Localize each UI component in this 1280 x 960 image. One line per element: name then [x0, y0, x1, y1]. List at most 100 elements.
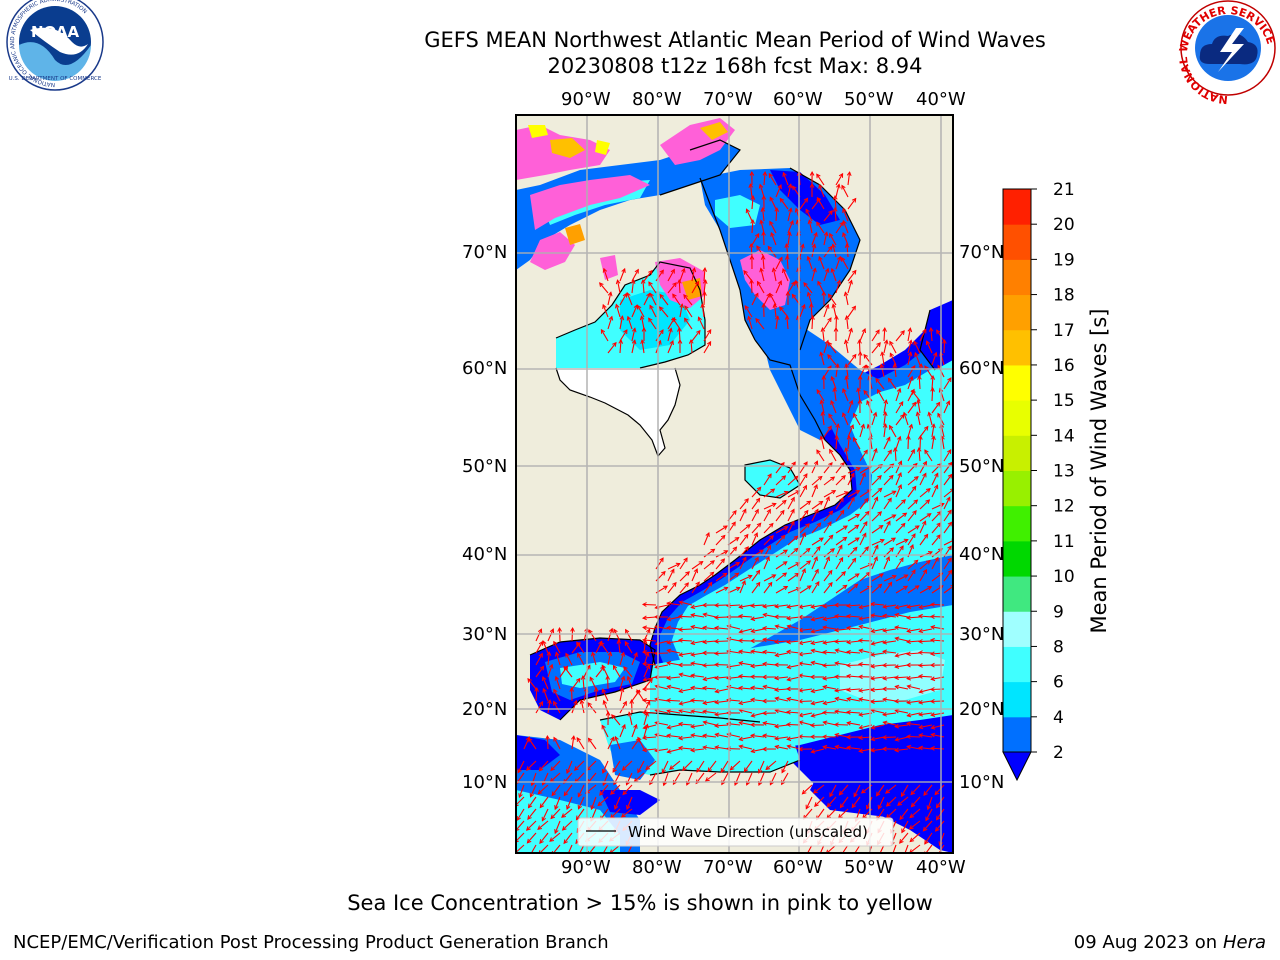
wind-wave-arrowhead: [930, 676, 936, 682]
wind-wave-arrow: [859, 449, 868, 462]
wind-wave-arrowhead: [608, 627, 614, 633]
wind-wave-arrowhead: [640, 339, 645, 345]
wind-wave-arrow: [823, 746, 837, 750]
colorbar-segment: [1003, 646, 1031, 683]
wind-wave-arrowhead: [626, 804, 631, 810]
wind-wave-arrowhead: [613, 628, 618, 634]
wind-wave-arrow: [832, 244, 837, 258]
wind-wave-arrow: [739, 687, 753, 690]
wind-wave-arrowhead: [911, 569, 916, 575]
wind-wave-arrow: [655, 329, 664, 342]
wind-wave-arrowhead: [774, 736, 780, 741]
wind-wave-arrowhead: [870, 601, 875, 607]
wind-wave-arrow: [678, 279, 681, 294]
wind-wave-arrow: [542, 688, 549, 702]
wind-wave-arrow: [775, 604, 789, 608]
wind-wave-arrow: [659, 306, 669, 318]
wind-wave-arrowhead: [773, 662, 779, 668]
wind-wave-arrow: [883, 424, 887, 438]
wind-wave-arrowhead: [762, 603, 767, 609]
wind-wave-arrowhead: [677, 662, 683, 668]
wind-wave-arrowhead: [926, 805, 932, 811]
wind-wave-arrowhead: [602, 267, 608, 273]
wind-wave-arrowhead: [666, 684, 672, 690]
wind-wave-arrow: [859, 521, 868, 534]
baffin-bay-cyan: [715, 195, 760, 228]
wind-wave-arrow: [811, 640, 825, 645]
wind-wave-arrow: [811, 581, 820, 594]
wind-wave-arrow: [821, 412, 825, 426]
wind-wave-arrow: [811, 476, 823, 486]
wind-wave-arrowhead: [928, 326, 934, 332]
wind-wave-arrowhead: [851, 557, 857, 563]
wind-wave-arrowhead: [781, 768, 786, 774]
wind-wave-arrow: [835, 280, 841, 294]
wind-wave-arrowhead: [787, 231, 792, 237]
wind-wave-arrow: [875, 378, 885, 390]
wind-wave-arrowhead: [860, 423, 866, 429]
wind-wave-arrowhead: [600, 641, 605, 647]
wind-wave-arrow: [730, 760, 741, 771]
lat-tick-left-50n: 50°N: [462, 456, 508, 477]
wind-wave-arrowhead: [819, 435, 825, 441]
wind-wave-arrowhead: [786, 639, 791, 645]
wind-wave-arrow: [835, 697, 849, 702]
wind-wave-arrowhead: [831, 303, 837, 309]
wind-wave-arrow: [918, 615, 933, 618]
wind-wave-arrow: [696, 760, 705, 773]
wind-wave-arrowhead: [791, 280, 796, 286]
wind-wave-arrow: [823, 462, 833, 474]
wind-wave-arrow: [943, 377, 952, 390]
wind-wave-arrowhead: [803, 281, 808, 287]
wind-wave-arrowhead: [899, 838, 904, 844]
wind-wave-arrowhead: [698, 561, 704, 566]
wind-wave-arrow: [895, 499, 906, 510]
wind-wave-arrow: [631, 269, 639, 282]
wind-wave-arrow: [667, 282, 677, 294]
wind-wave-arrowhead: [548, 663, 554, 669]
wind-wave-arrowhead: [907, 351, 913, 357]
wind-wave-arrowhead: [906, 744, 912, 750]
chart-subtitle: 20230808 t12z 168h fcst Max: 8.94: [547, 54, 923, 78]
wind-wave-arrowhead: [938, 387, 944, 393]
wind-wave-arrowhead: [690, 640, 696, 646]
wind-wave-arrow: [551, 784, 561, 796]
wind-wave-arrow: [818, 184, 825, 198]
wind-wave-arrowhead: [853, 792, 858, 798]
wind-wave-arrowhead: [742, 556, 747, 562]
wind-wave-arrow: [667, 616, 681, 621]
wind-wave-arrowhead: [930, 712, 936, 717]
wind-wave-arrowhead: [642, 639, 648, 644]
wind-wave-arrowhead: [857, 338, 862, 344]
wind-wave-arrow: [763, 171, 766, 186]
wind-wave-arrowhead: [525, 766, 531, 771]
wind-wave-arrowhead: [876, 388, 882, 394]
wind-wave-arrowhead: [626, 291, 631, 297]
wind-wave-arrowhead: [821, 710, 827, 715]
wind-wave-arrow: [779, 198, 789, 210]
wind-wave-arrowhead: [565, 652, 570, 658]
wind-wave-arrowhead: [863, 389, 868, 395]
wind-wave-arrow: [834, 615, 849, 618]
wind-wave-arrow: [846, 243, 849, 258]
wind-wave-arrow: [763, 473, 772, 486]
wind-wave-arrowhead: [894, 684, 900, 690]
wind-wave-arrow: [810, 724, 825, 727]
wind-wave-arrow: [811, 688, 825, 693]
wind-wave-arrowhead: [853, 412, 858, 418]
wind-wave-arrow: [811, 556, 818, 570]
wind-wave-arrow: [907, 486, 917, 498]
wind-wave-arrow: [895, 626, 909, 630]
wind-wave-arrowhead: [827, 245, 833, 251]
wind-wave-arrowhead: [805, 523, 810, 528]
wind-wave-arrowhead: [697, 316, 703, 322]
wind-wave-arrowhead: [918, 689, 924, 694]
wind-wave-arrow: [542, 640, 549, 654]
wind-wave-arrow: [577, 653, 585, 666]
wind-wave-arrowhead: [856, 387, 861, 393]
wind-wave-arrowhead: [838, 790, 844, 796]
wind-wave-arrow: [895, 557, 904, 570]
wind-wave-arrow: [811, 537, 824, 546]
wind-wave-arrow: [925, 844, 933, 853]
wind-wave-arrowhead: [641, 602, 647, 607]
